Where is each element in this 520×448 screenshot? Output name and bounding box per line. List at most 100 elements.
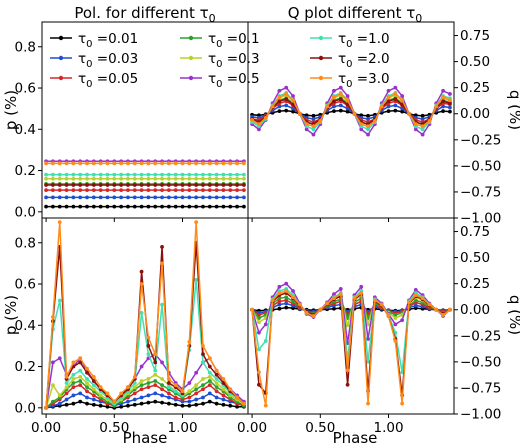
data-point bbox=[119, 172, 124, 177]
data-point bbox=[139, 401, 144, 406]
data-point bbox=[214, 183, 219, 187]
data-point bbox=[194, 277, 199, 282]
data-point bbox=[325, 104, 330, 109]
data-point bbox=[257, 122, 261, 127]
data-point bbox=[291, 295, 295, 300]
y-tick-label: 0.6 bbox=[15, 81, 36, 97]
data-point bbox=[57, 195, 62, 200]
data-point bbox=[105, 161, 110, 166]
y-tick-label: 0.8 bbox=[15, 39, 36, 55]
data-point bbox=[393, 103, 398, 108]
data-point bbox=[214, 204, 219, 209]
data-point bbox=[105, 195, 110, 200]
data-point bbox=[235, 188, 239, 193]
data-point bbox=[393, 322, 398, 327]
data-point bbox=[126, 176, 130, 181]
data-point bbox=[160, 244, 164, 249]
data-point bbox=[126, 399, 130, 404]
data-point bbox=[332, 95, 336, 99]
data-point bbox=[132, 397, 137, 402]
data-point bbox=[78, 172, 83, 177]
data-point bbox=[187, 204, 192, 209]
data-point bbox=[160, 176, 164, 181]
data-point bbox=[132, 172, 137, 177]
x-tick-label: 0.50 bbox=[99, 420, 129, 436]
panel-top-right: −1.00 −0.75 −0.50 −0.25 0.00 0.25 0.50 0.75 bbox=[247, 21, 501, 227]
data-point bbox=[386, 88, 391, 93]
data-point bbox=[91, 397, 96, 402]
data-point bbox=[332, 292, 336, 297]
data-point bbox=[187, 395, 192, 400]
data-point bbox=[173, 188, 178, 193]
data-point bbox=[64, 402, 69, 407]
data-point bbox=[214, 381, 219, 385]
data-point bbox=[98, 188, 103, 193]
data-point bbox=[332, 104, 336, 109]
data-point bbox=[207, 356, 212, 361]
data-point bbox=[284, 97, 289, 102]
data-point bbox=[78, 183, 83, 187]
data-point bbox=[413, 293, 418, 298]
data-point bbox=[284, 301, 289, 306]
data-point bbox=[126, 403, 130, 408]
data-point bbox=[44, 183, 48, 187]
data-point bbox=[51, 176, 55, 181]
data-point bbox=[44, 188, 48, 193]
data-point bbox=[221, 183, 226, 187]
legend-swatch-marker bbox=[318, 35, 324, 41]
data-point bbox=[194, 161, 199, 166]
data-point bbox=[372, 119, 377, 123]
data-point bbox=[242, 183, 246, 187]
data-point bbox=[173, 204, 178, 209]
data-point bbox=[119, 176, 124, 181]
legend-item-6: τ0 =0.5 bbox=[180, 71, 260, 90]
legend-label: τ0 =2.0 bbox=[338, 51, 390, 70]
data-point bbox=[160, 360, 164, 365]
data-point bbox=[85, 381, 89, 385]
data-point bbox=[420, 132, 425, 137]
data-point bbox=[187, 381, 192, 385]
data-point bbox=[146, 385, 151, 390]
series-8 bbox=[44, 183, 246, 187]
data-point bbox=[160, 302, 164, 307]
data-point bbox=[78, 399, 83, 404]
data-point bbox=[242, 172, 246, 177]
data-point bbox=[386, 104, 391, 109]
data-point bbox=[85, 395, 89, 400]
data-point bbox=[180, 172, 185, 177]
data-point bbox=[64, 183, 69, 187]
data-point bbox=[57, 188, 62, 193]
data-point bbox=[214, 176, 219, 181]
data-point bbox=[235, 395, 239, 400]
legend-swatch-marker bbox=[318, 55, 324, 61]
data-point bbox=[153, 383, 158, 388]
data-point bbox=[51, 183, 55, 187]
y-tick-label: 0.50 bbox=[460, 250, 490, 266]
data-point bbox=[214, 372, 219, 377]
data-point bbox=[166, 204, 171, 209]
data-point bbox=[277, 291, 282, 295]
data-point bbox=[132, 188, 137, 193]
data-point bbox=[146, 393, 151, 398]
data-point bbox=[146, 381, 151, 385]
data-point bbox=[187, 403, 192, 408]
y-tick-label: −0.50 bbox=[460, 158, 501, 174]
data-point bbox=[51, 188, 55, 193]
data-point bbox=[112, 172, 117, 177]
data-point bbox=[153, 172, 158, 177]
panel-top-left: 0.0 0.2 0.4 0.6 0.8 bbox=[15, 21, 249, 222]
data-point bbox=[132, 183, 137, 187]
data-point bbox=[166, 377, 171, 381]
data-point bbox=[57, 401, 62, 406]
data-point bbox=[304, 310, 309, 315]
y-tick-label: −1.00 bbox=[460, 211, 501, 227]
data-point bbox=[153, 399, 158, 404]
data-point bbox=[91, 383, 96, 388]
data-point bbox=[359, 127, 364, 132]
data-point bbox=[201, 377, 205, 381]
data-point bbox=[146, 188, 151, 193]
data-point bbox=[413, 303, 418, 308]
data-point bbox=[277, 306, 282, 311]
data-point bbox=[311, 132, 316, 137]
data-point bbox=[207, 364, 212, 369]
